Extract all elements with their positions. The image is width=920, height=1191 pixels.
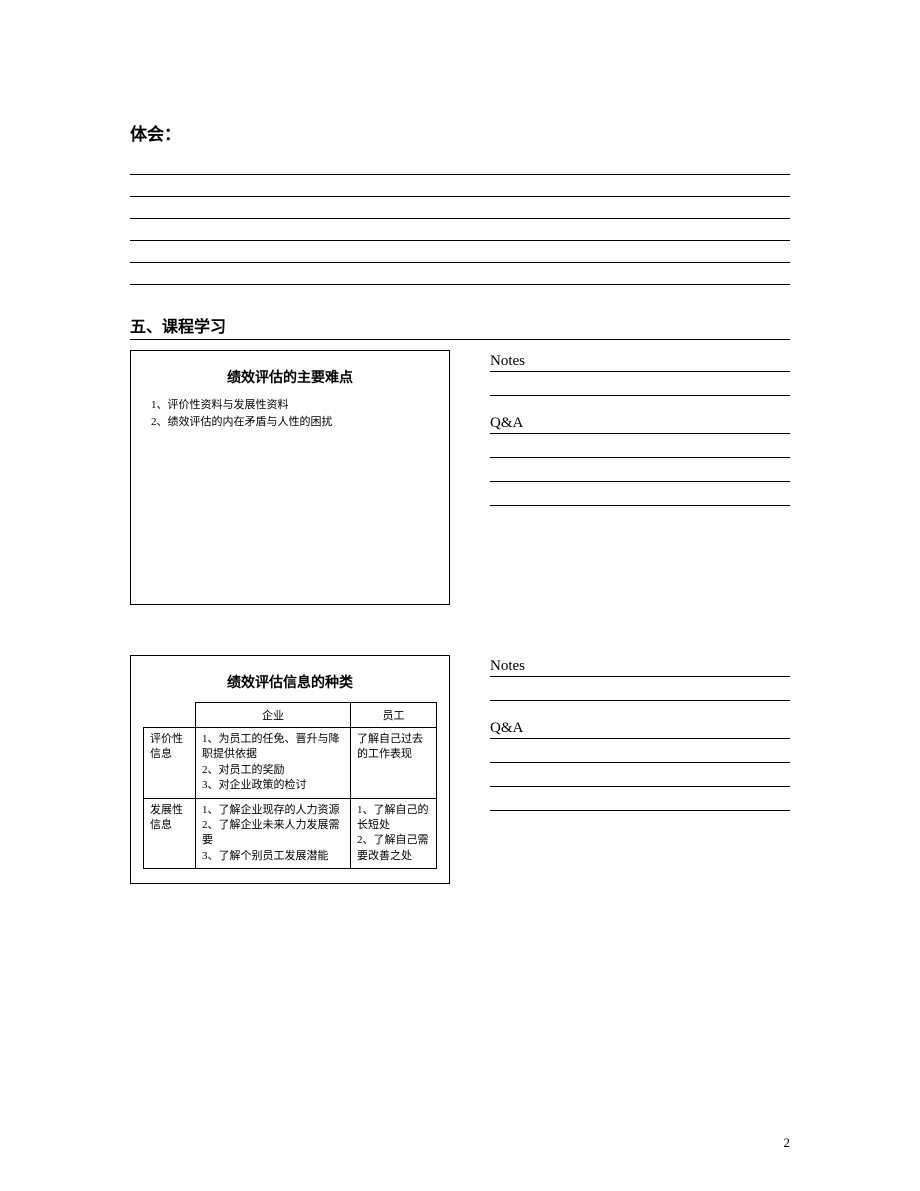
ruled-line: [130, 219, 790, 241]
table-header-row: 企业 员工: [144, 703, 437, 728]
notes-line: Notes: [490, 352, 790, 372]
row-label: 发展性信息: [144, 798, 196, 869]
qa-line: [490, 739, 790, 763]
notes-line: [490, 677, 790, 701]
box1-title: 绩效评估的主要难点: [143, 367, 437, 387]
box2-title: 绩效评估信息的种类: [143, 672, 437, 692]
content-row-2: 绩效评估信息的种类 企业 员工 评价性信息 1、为员工的任免、晋升与降职提供依据…: [130, 655, 790, 884]
col-header-employee: 员工: [351, 703, 437, 728]
box1-item: 1、评价性资料与发展性资料: [151, 397, 437, 414]
col-header-enterprise: 企业: [196, 703, 351, 728]
left-column-2: 绩效评估信息的种类 企业 员工 评价性信息 1、为员工的任免、晋升与降职提供依据…: [130, 655, 450, 884]
qa-label: Q&A: [490, 415, 534, 432]
qa-block-1: Q&A: [490, 414, 790, 506]
info-table: 企业 员工 评价性信息 1、为员工的任免、晋升与降职提供依据2、对员工的奖励3、…: [143, 702, 437, 869]
box1-item: 2、绩效评估的内在矛盾与人性的困扰: [151, 414, 437, 431]
qa-line: [490, 482, 790, 506]
qa-line: [490, 787, 790, 811]
table-row: 评价性信息 1、为员工的任免、晋升与降职提供依据2、对员工的奖励3、对企业政策的…: [144, 728, 437, 799]
qa-line: Q&A: [490, 719, 790, 739]
notes-block-2: Notes: [490, 657, 790, 701]
page-number: 2: [784, 1135, 791, 1151]
table-row: 发展性信息 1、了解企业现存的人力资源2、了解企业未来人力发展需要3、了解个别员…: [144, 798, 437, 869]
box-difficulties: 绩效评估的主要难点 1、评价性资料与发展性资料 2、绩效评估的内在矛盾与人性的困…: [130, 350, 450, 605]
notes-line: Notes: [490, 657, 790, 677]
heading-tihui: 体会：: [130, 120, 790, 145]
box1-list: 1、评价性资料与发展性资料 2、绩效评估的内在矛盾与人性的困扰: [143, 397, 437, 430]
ruled-line: [130, 153, 790, 175]
cell-enterprise: 1、为员工的任免、晋升与降职提供依据2、对员工的奖励3、对企业政策的检讨: [196, 728, 351, 799]
notes-line: [490, 372, 790, 396]
cell-enterprise: 1、了解企业现存的人力资源2、了解企业未来人力发展需要3、了解个别员工发展潜能: [196, 798, 351, 869]
notes-label: Notes: [490, 353, 534, 370]
tihui-lines: [130, 153, 790, 285]
ruled-line: [130, 197, 790, 219]
notes-label: Notes: [490, 658, 534, 675]
qa-line: [490, 458, 790, 482]
qa-label: Q&A: [490, 720, 534, 737]
ruled-line: [130, 175, 790, 197]
cell-employee: 了解自己过去的工作表现: [351, 728, 437, 799]
qa-block-2: Q&A: [490, 719, 790, 811]
section-5-title: 五、课程学习: [130, 313, 790, 340]
qa-line: [490, 434, 790, 458]
spacer: [130, 605, 790, 645]
qa-line: [490, 763, 790, 787]
cell-employee: 1、了解自己的长短处2、了解自己需要改善之处: [351, 798, 437, 869]
notes-block-1: Notes: [490, 352, 790, 396]
right-column-1: Notes Q&A: [490, 350, 790, 605]
content-row-1: 绩效评估的主要难点 1、评价性资料与发展性资料 2、绩效评估的内在矛盾与人性的困…: [130, 350, 790, 605]
row-label: 评价性信息: [144, 728, 196, 799]
box-info-types: 绩效评估信息的种类 企业 员工 评价性信息 1、为员工的任免、晋升与降职提供依据…: [130, 655, 450, 884]
ruled-line: [130, 241, 790, 263]
right-column-2: Notes Q&A: [490, 655, 790, 884]
qa-line: Q&A: [490, 414, 790, 434]
table-corner: [144, 703, 196, 728]
left-column-1: 绩效评估的主要难点 1、评价性资料与发展性资料 2、绩效评估的内在矛盾与人性的困…: [130, 350, 450, 605]
ruled-line: [130, 263, 790, 285]
